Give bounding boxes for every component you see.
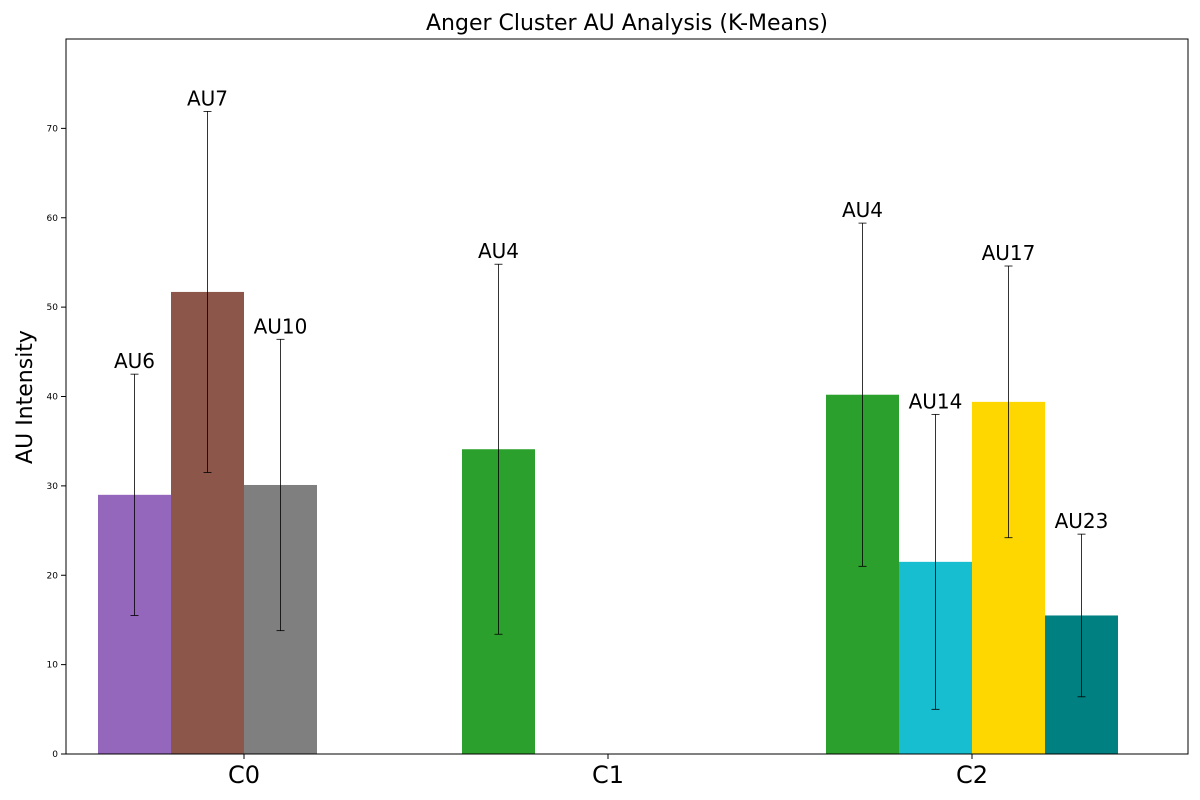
- bar-label-c2-au4: AU4: [842, 198, 883, 222]
- x-tick-label-c0: C0: [228, 761, 260, 789]
- y-tick-label: 50: [47, 303, 59, 313]
- bar-label-c0-au7: AU7: [187, 86, 228, 110]
- y-tick-label: 0: [52, 750, 58, 760]
- y-axis-label: AU Intensity: [13, 330, 38, 464]
- x-axis: C0 C1 C2: [228, 754, 988, 789]
- chart-title: Anger Cluster AU Analysis (K-Means): [426, 11, 828, 36]
- bar-label-c2-au23: AU23: [1055, 509, 1109, 533]
- bar-label-c1-au4: AU4: [478, 239, 519, 263]
- bar-labels-layer: AU6 AU7 AU10 AU4 AU4 AU14 AU17 AU23: [114, 86, 1108, 533]
- y-tick-label: 60: [47, 214, 59, 224]
- error-bars-layer: [130, 110, 1086, 710]
- bar-label-c2-au14: AU14: [909, 389, 963, 413]
- bars-layer: [98, 291, 1118, 754]
- bar-label-c0-au10: AU10: [254, 314, 308, 338]
- y-tick-label: 70: [47, 124, 59, 134]
- y-tick-label: 10: [47, 661, 59, 671]
- x-tick-label-c2: C2: [956, 761, 988, 789]
- y-tick-label: 40: [47, 393, 59, 403]
- y-axis: 0 10 20 30 40 50 60 70: [47, 124, 66, 760]
- plot-frame: [65, 38, 1189, 755]
- bar-label-c0-au6: AU6: [114, 349, 155, 373]
- y-tick-label: 30: [47, 482, 59, 492]
- bar-label-c2-au17: AU17: [982, 241, 1036, 265]
- y-tick-label: 20: [47, 571, 59, 581]
- x-tick-label-c1: C1: [592, 761, 624, 789]
